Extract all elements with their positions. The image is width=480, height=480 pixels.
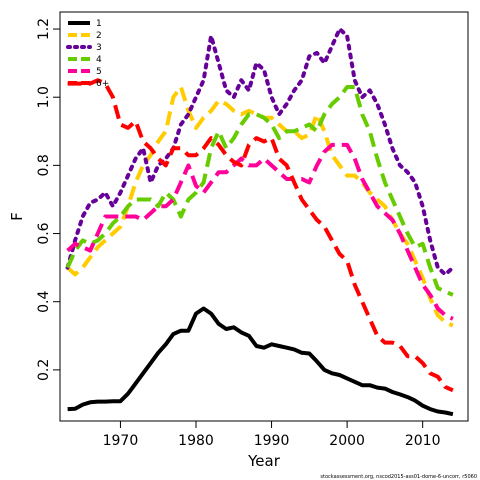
footnote: stockassessment.org, nscod2015-ass01-dom… (320, 474, 477, 480)
y-tick-label-2: 0.6 (36, 222, 52, 244)
y-tick-label-3: 0.8 (36, 154, 52, 176)
x-axis: 1970 1980 1990 2000 2010 (103, 421, 441, 449)
legend-label-4: 5 (96, 67, 102, 77)
y-tick-label-4: 1.0 (36, 86, 52, 108)
plot-frame (59, 11, 469, 422)
x-tick-label-0: 1970 (103, 433, 139, 449)
legend-label-5: 6+ (96, 79, 109, 89)
x-tick-label-4: 2010 (405, 433, 441, 449)
legend-label-2: 3 (96, 43, 102, 53)
legend-label-0: 1 (96, 19, 102, 29)
y-axis: 0.2 0.4 0.6 0.8 1.0 1.2 (36, 18, 60, 381)
y-tick-label-0: 0.2 (36, 359, 52, 381)
series-layer (65, 27, 455, 417)
series-line-2 (65, 27, 455, 277)
legend: 1 2 3 4 5 6+ (66, 19, 109, 89)
legend-label-3: 4 (96, 55, 102, 65)
y-tick-label-1: 0.4 (36, 290, 52, 312)
legend-label-1: 2 (96, 31, 102, 41)
series-line-5 (67, 78, 454, 393)
x-tick-label-2: 1990 (254, 433, 290, 449)
y-tick-label-5: 1.2 (36, 18, 52, 40)
series-line-4 (66, 142, 454, 321)
x-tick-label-3: 2000 (329, 433, 365, 449)
series-line-3 (65, 85, 454, 297)
series-line-0 (67, 306, 454, 417)
y-axis-title: F (8, 212, 26, 221)
x-tick-label-1: 1980 (178, 433, 214, 449)
x-axis-title: Year (247, 452, 281, 470)
